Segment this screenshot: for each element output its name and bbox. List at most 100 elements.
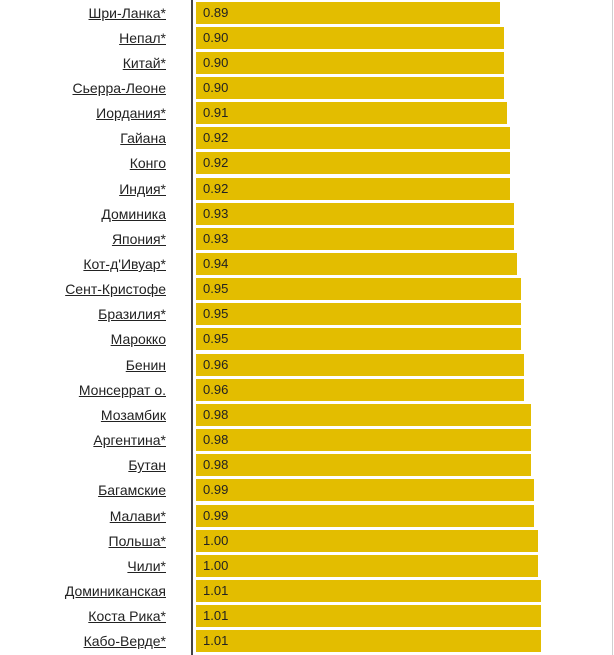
bar-value-label: 0.95	[203, 331, 229, 347]
bar-value-label: 1.00	[203, 557, 229, 573]
chart-row: Япония* 0.93	[0, 227, 614, 252]
bar: 0.92	[196, 127, 511, 150]
category-link[interactable]: Индия*	[119, 180, 166, 197]
bar-value-label: 0.94	[203, 256, 229, 271]
bar: 1.01	[196, 605, 542, 628]
bar: 0.90	[196, 76, 504, 99]
bar: 0.94	[196, 253, 518, 275]
bar-value-label: 0.95	[203, 306, 229, 322]
bar: 1.00	[196, 554, 538, 577]
bar-value-label: 0.93	[203, 230, 229, 246]
chart-row: Конго 0.92	[0, 151, 614, 176]
chart-row: Бенин 0.96	[0, 353, 614, 378]
category-link[interactable]: Иордания*	[96, 105, 166, 122]
category-link[interactable]: Чили*	[127, 557, 166, 574]
category-link[interactable]: Сьерра-Леоне	[72, 79, 167, 96]
chart-row: Гайана 0.92	[0, 126, 614, 151]
category-link[interactable]: Непал*	[119, 29, 166, 46]
bar-value-label: 0.96	[203, 381, 229, 397]
category-link[interactable]: Мозамбик	[100, 406, 166, 423]
bar-value-label: 0.92	[203, 180, 229, 196]
bar-value-label: 0.98	[203, 406, 229, 422]
bar-value-label: 0.91	[203, 105, 229, 121]
category-link[interactable]: Сент-Кристофе	[65, 281, 166, 298]
bar: 1.01	[196, 579, 542, 602]
bar-value-label: 0.89	[203, 4, 229, 20]
bar: 1.01	[196, 630, 542, 653]
chart-row: Шри-Ланка* 0.89	[0, 1, 614, 26]
chart-row: Непал* 0.90	[0, 26, 614, 51]
category-link[interactable]: Гайана	[120, 130, 166, 147]
bar: 0.90	[196, 51, 504, 74]
chart-row: Доминика 0.93	[0, 202, 614, 227]
category-link[interactable]: Багамские	[98, 482, 166, 499]
bar: 0.96	[196, 378, 525, 401]
category-link[interactable]: Коста Рика*	[88, 608, 166, 625]
category-link[interactable]: Аргентина*	[93, 432, 166, 449]
category-link[interactable]: Кабо-Верде*	[83, 633, 166, 650]
chart-row: Марокко 0.95	[0, 327, 614, 352]
category-link[interactable]: Марокко	[110, 331, 166, 348]
chart-row: Малави* 0.99	[0, 504, 614, 529]
category-link[interactable]: Шри-Ланка*	[88, 4, 166, 21]
category-link[interactable]: Китай*	[122, 54, 166, 71]
chart-row: Бутан 0.98	[0, 453, 614, 478]
category-link[interactable]: Япония*	[111, 230, 166, 247]
chart-row: Аргентина* 0.98	[0, 428, 614, 453]
bar: 0.96	[196, 353, 525, 376]
bar: 0.93	[196, 202, 514, 225]
category-axis-line	[191, 0, 193, 655]
bar-value-label: 0.90	[203, 79, 229, 95]
chart-row: Коста Рика* 1.01	[0, 604, 614, 629]
category-link[interactable]: Малави*	[109, 507, 166, 524]
chart-row: Иордания* 0.91	[0, 101, 614, 126]
category-link[interactable]: Доминиканская	[64, 582, 166, 599]
category-link[interactable]: Бутан	[128, 457, 166, 474]
bar-value-label: 1.01	[203, 633, 229, 649]
bar: 0.92	[196, 177, 511, 200]
bar-value-label: 0.99	[203, 507, 229, 523]
category-link[interactable]: Бенин	[125, 356, 166, 373]
bar-value-label: 1.01	[203, 608, 229, 624]
bar-value-label: 0.90	[203, 54, 229, 70]
category-link[interactable]: Бразилия*	[98, 306, 166, 323]
bar: 0.93	[196, 227, 514, 250]
bar-value-label: 0.98	[203, 457, 229, 473]
chart-row: Бразилия* 0.95	[0, 302, 614, 327]
bar: 0.99	[196, 504, 535, 527]
category-link[interactable]: Конго	[129, 155, 166, 172]
bar: 0.95	[196, 278, 521, 301]
bar: 1.00	[196, 529, 538, 552]
chart-row: Кот-д'Ивуар* 0.94	[0, 252, 614, 277]
category-link[interactable]: Монсеррат о.	[78, 381, 166, 398]
bar-value-label: 0.92	[203, 155, 229, 171]
chart-row: Чили* 1.00	[0, 554, 614, 579]
bar: 0.91	[196, 102, 507, 125]
bar-value-label: 0.99	[203, 482, 229, 498]
chart-row: Монсеррат о. 0.96	[0, 378, 614, 403]
chart-row: Багамские 0.99	[0, 478, 614, 503]
bar: 0.98	[196, 403, 531, 426]
category-link[interactable]: Доминика	[101, 205, 166, 222]
category-link[interactable]: Польша*	[108, 532, 166, 549]
chart-row: Польша* 1.00	[0, 529, 614, 554]
bar: 0.98	[196, 429, 531, 452]
category-link[interactable]: Кот-д'Ивуар*	[83, 256, 166, 272]
bar-value-label: 0.98	[203, 432, 229, 448]
bar: 0.95	[196, 303, 521, 326]
chart-row: Кабо-Верде* 1.01	[0, 629, 614, 654]
bar: 0.92	[196, 152, 511, 175]
bar: 0.98	[196, 454, 531, 477]
bar-value-label: 0.96	[203, 356, 229, 372]
bar-value-label: 0.95	[203, 281, 229, 297]
bar: 0.89	[196, 1, 501, 24]
right-border	[612, 0, 613, 655]
bar: 0.99	[196, 479, 535, 502]
bar: 0.95	[196, 328, 521, 351]
chart-row: Китай* 0.90	[0, 51, 614, 76]
chart-row: Мозамбик 0.98	[0, 403, 614, 428]
chart-row: Индия* 0.92	[0, 177, 614, 202]
bar: 0.90	[196, 26, 504, 49]
chart-row: Сент-Кристофе 0.95	[0, 277, 614, 302]
